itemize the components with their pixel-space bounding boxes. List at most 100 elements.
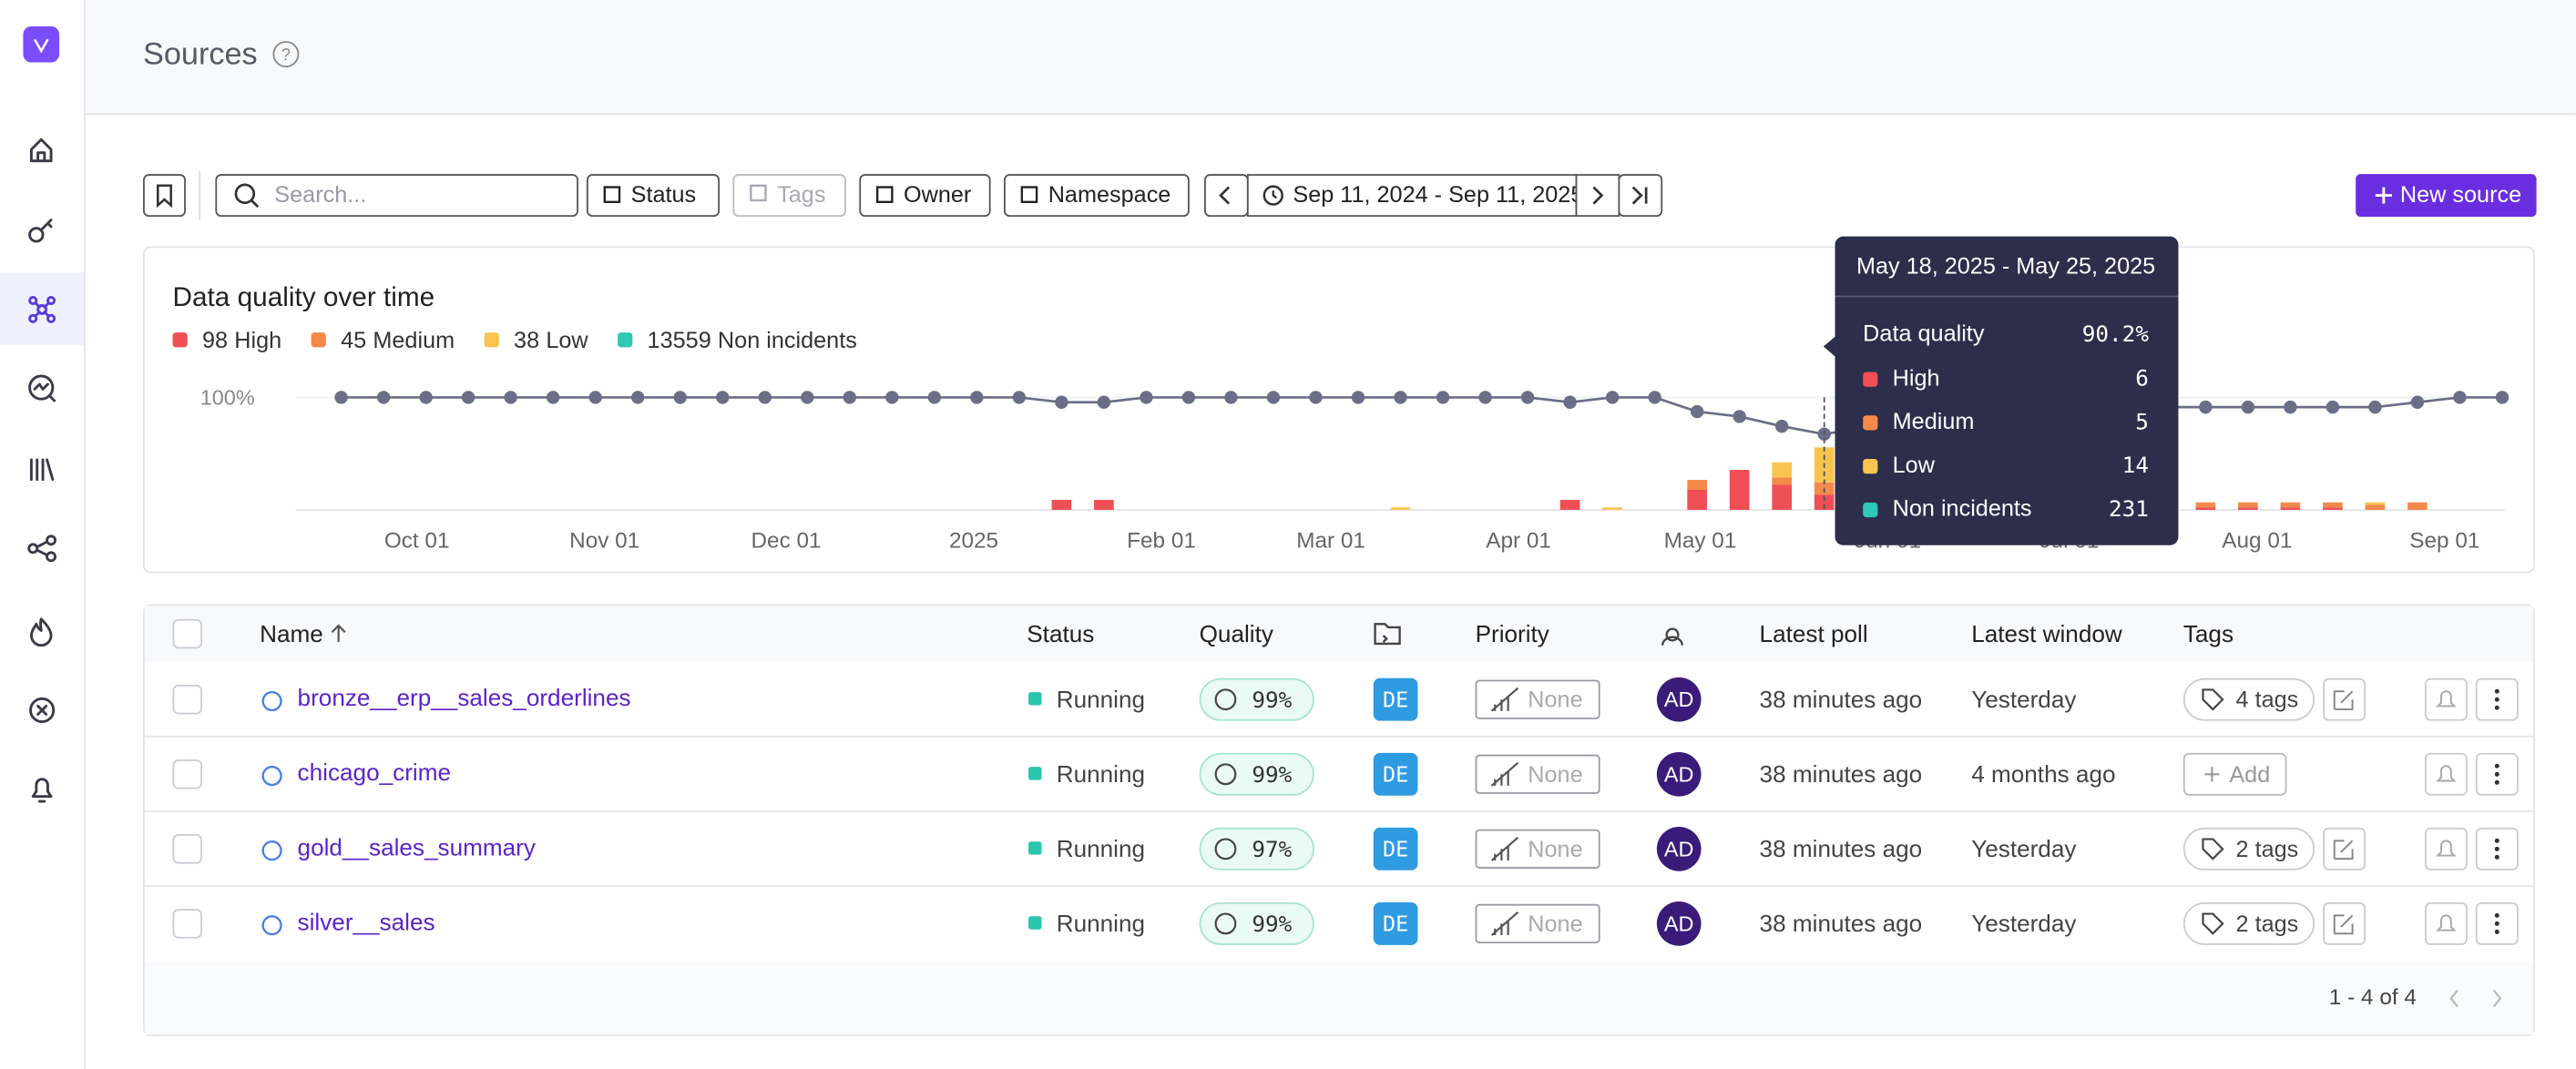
filter-button[interactable]: Tags [732, 174, 846, 218]
quality-point[interactable] [801, 391, 814, 404]
column-header[interactable]: Quality [1200, 620, 1274, 647]
filter-button[interactable]: Status [586, 174, 721, 218]
new-source-button[interactable]: New source [2356, 174, 2537, 218]
priority-box[interactable] [1475, 829, 1600, 869]
quality-point[interactable] [716, 391, 730, 404]
source-icon [261, 766, 282, 787]
priority-box[interactable] [1475, 754, 1600, 794]
quality-point[interactable] [1394, 391, 1407, 404]
quality-point[interactable] [588, 391, 602, 404]
quality-point[interactable] [1733, 410, 1746, 423]
quality-point[interactable] [334, 391, 348, 404]
date-next[interactable] [1575, 174, 1620, 218]
nav-keys[interactable] [28, 219, 53, 243]
pagination-arrows[interactable] [2449, 989, 2502, 1008]
add-tag-button[interactable] [2182, 752, 2287, 796]
quality-point[interactable] [1690, 404, 1704, 419]
quality-point[interactable] [1520, 391, 1535, 404]
column-header[interactable]: Status [1027, 620, 1094, 647]
tags: Add [2229, 762, 2270, 788]
legend-count: 38 [514, 328, 539, 353]
filter-button[interactable]: Owner [859, 174, 991, 218]
quality-point[interactable] [1563, 395, 1577, 409]
quality-point[interactable] [927, 391, 942, 404]
quality-point[interactable] [1309, 391, 1323, 404]
quality-point[interactable] [2368, 400, 2382, 414]
quality-point[interactable] [1055, 395, 1068, 409]
help-icon[interactable]: ? [272, 41, 300, 67]
notify-button[interactable] [2424, 827, 2468, 870]
quality-point[interactable] [1774, 419, 1789, 433]
quality-point[interactable] [843, 391, 857, 404]
row-checkbox[interactable] [172, 618, 202, 649]
tags-pill[interactable] [2182, 677, 2315, 721]
quality-point[interactable] [1224, 391, 1238, 404]
column-header[interactable]: Latest poll [1760, 620, 1868, 647]
search-box[interactable]: Search... [215, 174, 578, 218]
quality-point[interactable] [546, 391, 560, 404]
source-name[interactable]: gold__sales_summary [298, 833, 537, 860]
row-checkbox[interactable] [172, 909, 202, 939]
quality-point[interactable] [1436, 391, 1450, 404]
quality-point[interactable] [1351, 391, 1365, 404]
nav-monitors[interactable] [28, 374, 56, 402]
nav-catalog[interactable] [29, 458, 55, 482]
bookmark-button[interactable] [143, 174, 186, 218]
quality-point[interactable] [1648, 391, 1661, 404]
quality-point[interactable] [1478, 391, 1492, 404]
quality-point[interactable] [1097, 395, 1111, 409]
quality-point[interactable] [758, 391, 772, 404]
source-name[interactable]: chicago_crime [298, 758, 451, 786]
source-name[interactable]: silver__sales [298, 908, 435, 935]
bar-segment [1729, 470, 1750, 510]
column-header[interactable]: Priority [1476, 620, 1550, 647]
quality-point[interactable] [1605, 391, 1620, 404]
priority-box[interactable] [1475, 903, 1600, 944]
date-prev[interactable] [1204, 174, 1249, 218]
quality-point[interactable] [673, 391, 687, 404]
column-header[interactable]: Name [260, 620, 323, 647]
notify-button[interactable] [2424, 677, 2468, 721]
quality-point[interactable] [2199, 400, 2213, 414]
quality-point[interactable] [2241, 400, 2255, 414]
nav-incidents[interactable] [29, 617, 53, 647]
row-checkbox[interactable] [172, 834, 202, 864]
source-name[interactable]: bronze__erp__sales_orderlines [298, 684, 631, 711]
tags-pill[interactable] [2182, 827, 2315, 870]
quality-point[interactable] [885, 391, 899, 404]
date-range-button[interactable]: Sep 11, 2024 - Sep 11, 2025 [1246, 174, 1584, 218]
quality-point[interactable] [1181, 391, 1196, 404]
quality-point[interactable] [631, 391, 645, 404]
tooltip [1835, 236, 2179, 545]
priority-box[interactable] [1475, 679, 1600, 719]
quality-point[interactable] [1140, 391, 1153, 404]
column-header[interactable]: Latest window [1971, 620, 2122, 647]
quality-point[interactable] [2495, 391, 2510, 404]
logo[interactable] [23, 25, 60, 63]
quality-point[interactable] [1266, 391, 1281, 404]
quality-point[interactable] [376, 391, 391, 404]
row-checkbox[interactable] [172, 685, 202, 715]
sidebar [0, 0, 86, 1069]
row-checkbox[interactable] [172, 759, 202, 789]
nav-sources[interactable] [28, 295, 56, 323]
filter-button[interactable]: Namespace [1004, 174, 1190, 218]
notify-button[interactable] [2424, 752, 2468, 796]
quality-point[interactable] [2284, 400, 2297, 414]
nav-home[interactable] [29, 137, 53, 163]
quality-point[interactable] [1012, 391, 1027, 404]
tags-pill[interactable] [2182, 901, 2315, 945]
quality-point[interactable] [970, 391, 984, 404]
nav-notifications[interactable] [31, 778, 53, 803]
quality-point[interactable] [504, 391, 517, 404]
column-header[interactable]: Tags [2183, 620, 2234, 647]
quality-point[interactable] [2453, 391, 2467, 404]
date-last[interactable] [1618, 174, 1663, 218]
notify-button[interactable] [2424, 901, 2468, 945]
nav-issues[interactable] [29, 697, 56, 724]
nav-lineage[interactable] [27, 534, 57, 563]
quality-point[interactable] [419, 391, 433, 404]
quality-point[interactable] [2410, 395, 2425, 409]
quality-point[interactable] [461, 391, 475, 404]
quality-point[interactable] [2326, 400, 2340, 414]
